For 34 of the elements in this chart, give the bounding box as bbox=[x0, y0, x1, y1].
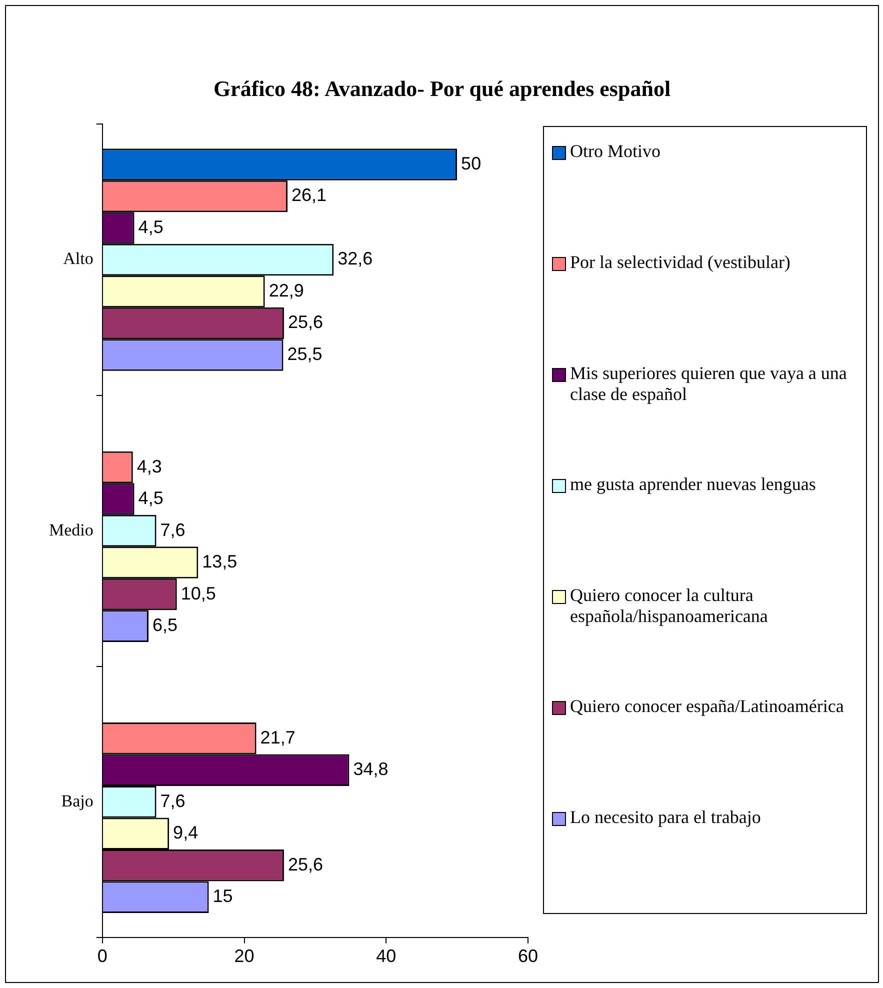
data-label: 50 bbox=[461, 153, 482, 174]
data-label: 7,6 bbox=[160, 520, 186, 540]
data-label: 7,6 bbox=[160, 790, 186, 811]
data-label: 26,1 bbox=[292, 185, 327, 206]
data-label: 25,5 bbox=[287, 344, 322, 364]
data-label: 4,5 bbox=[138, 488, 164, 508]
chart-title: Gráfico 48: Avanzado- Por qué aprendes español bbox=[212, 76, 672, 102]
legend-label: Quiero conocer la cultura española/hispanoamericana bbox=[570, 585, 769, 627]
legend-label: Lo necesito para el trabajo bbox=[570, 807, 761, 828]
data-label: 22,9 bbox=[268, 280, 304, 300]
x-tick-label: 60 bbox=[518, 946, 538, 966]
data-label: 6,5 bbox=[152, 615, 178, 636]
data-label: 4,5 bbox=[138, 216, 164, 237]
y-tick-label: Bajo bbox=[61, 791, 94, 810]
data-label: 32,6 bbox=[338, 248, 373, 269]
legend-label: Quiero conocer españa/Latinoamérica bbox=[570, 696, 844, 717]
legend-label: Otro Motivo bbox=[570, 141, 661, 162]
data-label: 4,3 bbox=[136, 456, 162, 476]
x-tick-label: 20 bbox=[234, 946, 254, 966]
data-label: 13,5 bbox=[202, 552, 238, 572]
data-label: 25,6 bbox=[288, 854, 324, 874]
x-tick-label: 40 bbox=[376, 946, 396, 966]
legend-label: Mis superiores quieren que vaya a una clase de español bbox=[570, 363, 848, 405]
data-label: 9,4 bbox=[173, 822, 198, 843]
legend-label: me gusta aprender nuevas lenguas bbox=[570, 474, 816, 495]
data-label: 10,5 bbox=[180, 583, 216, 604]
data-label: 25,6 bbox=[288, 312, 324, 332]
y-tick-label: Alto bbox=[63, 249, 94, 268]
data-label: 15 bbox=[212, 886, 233, 906]
data-label: 34,8 bbox=[353, 759, 388, 780]
legend-label: Por la selectividad (vestibular) bbox=[570, 252, 790, 273]
data-label: 21,7 bbox=[260, 727, 296, 748]
x-tick-label: 0 bbox=[97, 946, 108, 966]
y-tick-label: Medio bbox=[48, 520, 94, 540]
